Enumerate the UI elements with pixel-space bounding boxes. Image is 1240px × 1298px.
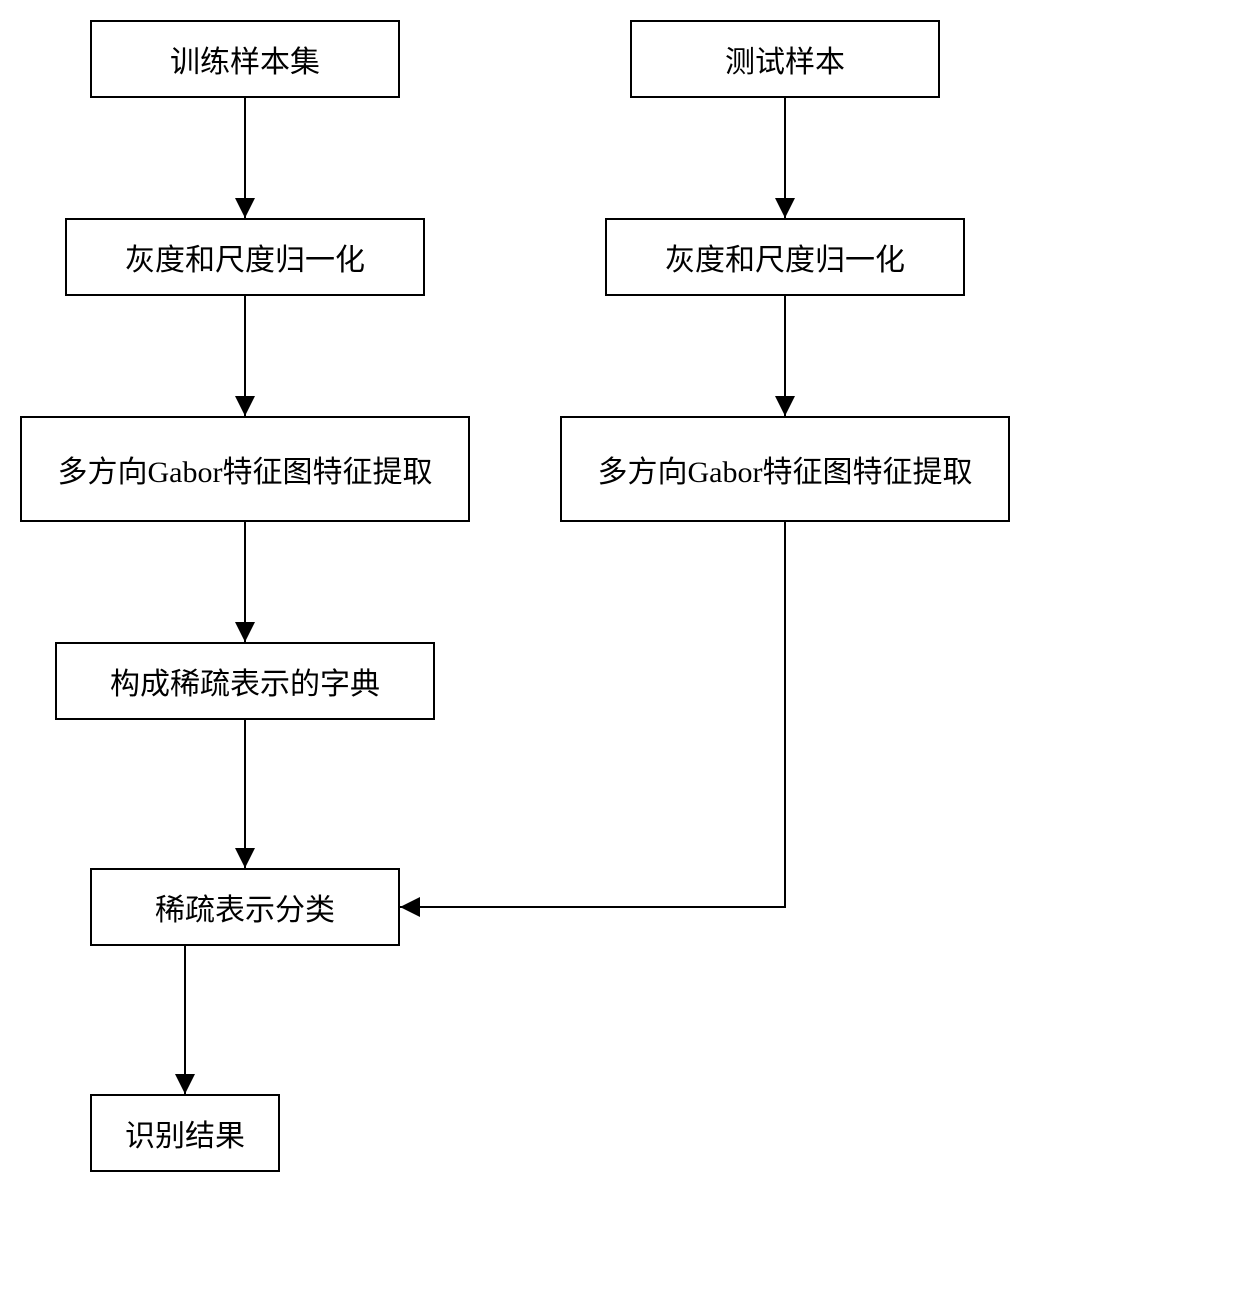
- flowchart-node-train_samples: 训练样本集: [90, 20, 400, 98]
- flowchart-node-test_sample: 测试样本: [630, 20, 940, 98]
- node-label: 多方向Gabor特征图特征提取: [58, 447, 433, 491]
- node-label: 稀疏表示分类: [155, 885, 335, 929]
- flowchart-node-train_normalize: 灰度和尺度归一化: [65, 218, 425, 296]
- node-label: 构成稀疏表示的字典: [110, 659, 380, 703]
- edge-test_gabor-to-sparse_classify: [400, 522, 785, 907]
- node-label: 训练样本集: [170, 37, 320, 81]
- flowchart-node-train_gabor: 多方向Gabor特征图特征提取: [20, 416, 470, 522]
- flowchart-node-test_gabor: 多方向Gabor特征图特征提取: [560, 416, 1010, 522]
- flowchart-node-sparse_classify: 稀疏表示分类: [90, 868, 400, 946]
- flowchart-node-sparse_dict: 构成稀疏表示的字典: [55, 642, 435, 720]
- flowchart-container: 训练样本集 测试样本灰度和尺度归一化 灰度和尺度归一化多方向Gabor特征图特征提取…: [0, 0, 1240, 1298]
- node-label: 灰度和尺度归一化: [665, 235, 905, 279]
- node-label: 识别结果: [125, 1111, 245, 1155]
- node-label: 灰度和尺度归一化: [125, 235, 365, 279]
- node-label: 多方向Gabor特征图特征提取: [598, 447, 973, 491]
- flowchart-node-test_normalize: 灰度和尺度归一化: [605, 218, 965, 296]
- flowchart-node-result: 识别结果: [90, 1094, 280, 1172]
- node-label: 测试样本: [725, 37, 845, 81]
